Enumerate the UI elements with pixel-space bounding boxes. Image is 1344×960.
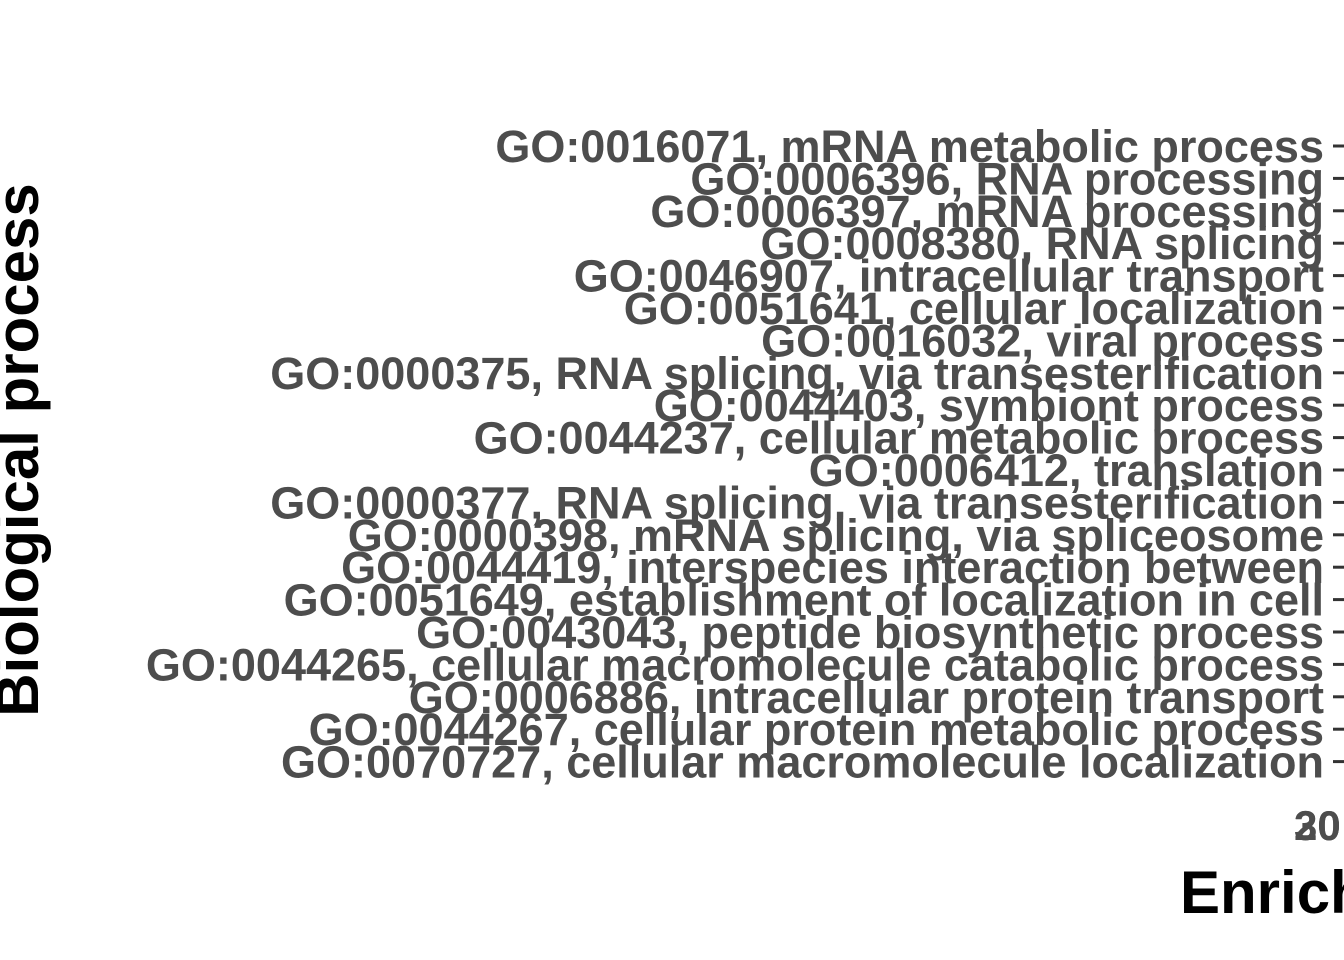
x-tick-label: 20 bbox=[1294, 802, 1341, 849]
category-label: GO:0000375, RNA splicing, via transester… bbox=[270, 348, 1324, 399]
category-label: GO:0051649, establishment of localizatio… bbox=[284, 575, 1324, 626]
y-axis-ticks bbox=[1333, 144, 1344, 764]
category-label: GO:0000377, RNA splicing, via transester… bbox=[270, 477, 1324, 528]
category-labels: GO:0016071, mRNA metabolic processGO:000… bbox=[146, 121, 1324, 788]
category-label: GO:0044237, cellular metabolic process bbox=[474, 413, 1324, 464]
category-label: GO:0046907, intracellular transport bbox=[574, 251, 1324, 302]
category-label: GO:0051641, cellular localization bbox=[624, 283, 1324, 334]
category-label: GO:0016032, viral process bbox=[761, 315, 1324, 366]
y-axis-title: Biological process bbox=[0, 183, 51, 717]
category-label: GO:0006412, translation bbox=[809, 445, 1324, 496]
x-axis-title: Enrich bbox=[1180, 859, 1344, 926]
category-label: GO:0070727, cellular macromolecule local… bbox=[281, 737, 1324, 788]
category-label: GO:0008380, RNA splicing bbox=[760, 218, 1324, 269]
x-tick-label: 30 bbox=[1294, 802, 1341, 849]
category-label: GO:0006396, RNA processing bbox=[690, 153, 1324, 204]
category-label: GO:0016071, mRNA metabolic process bbox=[495, 121, 1324, 172]
category-label: GO:0044403, symbiont process bbox=[654, 380, 1324, 431]
category-label: GO:0044267, cellular protein metabolic p… bbox=[309, 704, 1324, 755]
category-label: GO:0043043, peptide biosynthetic process bbox=[416, 607, 1324, 658]
category-label: GO:0000398, mRNA splicing, via spliceoso… bbox=[348, 510, 1324, 561]
category-label: GO:0006886, intracellular protein transp… bbox=[409, 672, 1324, 723]
category-label: GO:0006397, mRNA processing bbox=[650, 186, 1324, 237]
category-label: GO:0044265, cellular macromolecule catab… bbox=[146, 639, 1324, 690]
category-label: GO:0044419, interspecies interaction bet… bbox=[341, 542, 1324, 593]
